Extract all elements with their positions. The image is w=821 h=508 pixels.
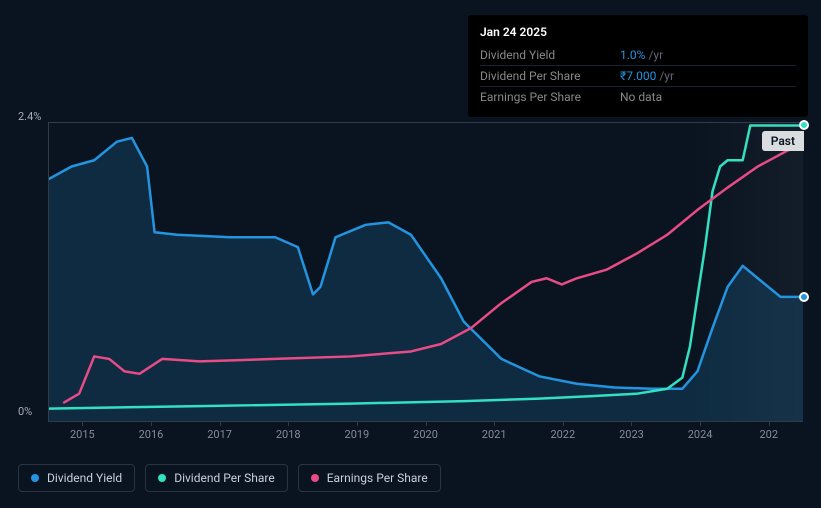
tooltip-label: Dividend Yield (480, 48, 620, 62)
legend-label: Dividend Yield (47, 471, 122, 485)
x-tick: 2019 (323, 428, 392, 441)
legend-dot-icon (311, 474, 319, 482)
tooltip-date: Jan 24 2025 (480, 25, 796, 39)
tooltip-value: 1.0% (620, 48, 645, 62)
x-tick: 2023 (597, 428, 666, 441)
x-axis: 2015201620172018201920202021202220232024… (48, 428, 803, 441)
x-tick: 2017 (185, 428, 254, 441)
legend-dot-icon (31, 474, 39, 482)
x-tick: 2020 (391, 428, 460, 441)
x-tick: 2024 (666, 428, 735, 441)
tooltip-row: Earnings Per ShareNo data (480, 86, 796, 107)
x-tick: 202 (734, 428, 803, 441)
legend-label: Earnings Per Share (327, 471, 428, 485)
tooltip-row: Dividend Yield1.0%/yr (480, 45, 796, 65)
x-tick: 2021 (460, 428, 529, 441)
y-tick-bottom: 0% (18, 405, 32, 418)
tooltip-label: Dividend Per Share (480, 69, 620, 83)
legend-item[interactable]: Dividend Yield (18, 464, 135, 492)
plot-area[interactable]: Past (48, 122, 803, 422)
tooltip-value: No data (620, 90, 662, 104)
x-tick: 2015 (48, 428, 117, 441)
legend: Dividend Yield Dividend Per Share Earnings… (18, 464, 441, 492)
legend-label: Dividend Per Share (174, 471, 275, 485)
x-tick: 2016 (117, 428, 186, 441)
tooltip-unit: /yr (648, 48, 663, 62)
end-marker-dividend_yield (799, 292, 809, 302)
end-marker-dividend_per_share (799, 120, 809, 130)
y-tick-top: 2.4% (18, 110, 41, 123)
legend-item[interactable]: Dividend Per Share (145, 464, 288, 492)
legend-dot-icon (158, 474, 166, 482)
x-tick: 2018 (254, 428, 323, 441)
tooltip-label: Earnings Per Share (480, 90, 620, 104)
tooltip-unit: /yr (659, 69, 674, 83)
legend-item[interactable]: Earnings Per Share (298, 464, 441, 492)
past-badge: Past (762, 131, 804, 151)
x-tick: 2022 (528, 428, 597, 441)
tooltip-value: ₹7.000 (620, 69, 656, 83)
chart-tooltip: Jan 24 2025 Dividend Yield1.0%/yrDividen… (468, 15, 808, 117)
tooltip-row: Dividend Per Share₹7.000/yr (480, 65, 796, 86)
